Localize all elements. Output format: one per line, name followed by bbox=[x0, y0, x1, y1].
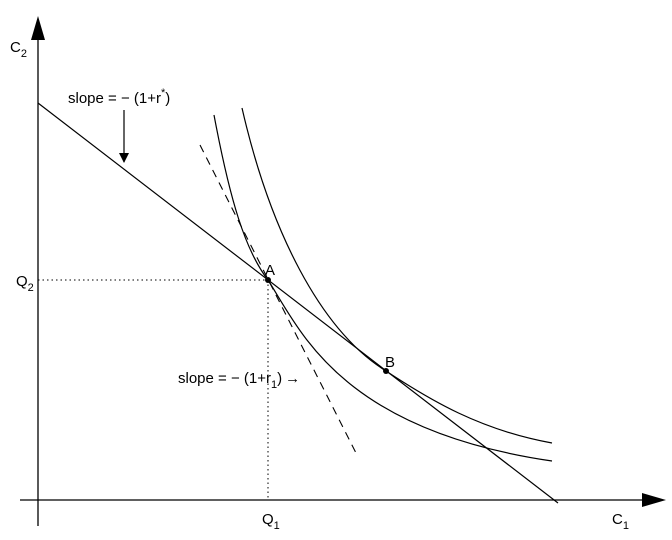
annotation-sub: 1 bbox=[271, 379, 277, 391]
indifference-curve bbox=[241, 107, 553, 444]
annotation-close: ) bbox=[277, 370, 282, 387]
budget-line bbox=[37, 102, 559, 504]
label-sub: 2 bbox=[21, 48, 27, 60]
point-a bbox=[265, 277, 271, 283]
q2-label: Q2 bbox=[16, 273, 34, 294]
x-axis-label: C1 bbox=[612, 511, 629, 532]
label-sub: 1 bbox=[274, 520, 280, 532]
y-axis-arrow bbox=[31, 16, 45, 40]
label-sub: 2 bbox=[28, 282, 34, 294]
annotation-close: ) bbox=[165, 90, 170, 107]
point-label: A bbox=[265, 262, 275, 279]
annotation-text: slope = − (1+r bbox=[68, 90, 161, 107]
annotation-text: slope = − (1+r bbox=[178, 370, 271, 387]
label-base: C bbox=[612, 511, 623, 528]
annotation-sup: * bbox=[161, 87, 166, 99]
slope-annotation: slope = − (1+r1) → bbox=[178, 370, 300, 391]
label-base: Q bbox=[16, 273, 28, 290]
point-b bbox=[383, 368, 389, 374]
x-axis-arrow bbox=[642, 493, 666, 507]
point-label: B bbox=[385, 354, 395, 371]
label-base: Q bbox=[262, 511, 274, 528]
label-base: C bbox=[10, 39, 21, 56]
label-sub: 1 bbox=[623, 520, 629, 532]
tangent-line bbox=[199, 144, 357, 454]
slope-annotation: slope = − (1+r*) bbox=[68, 87, 170, 107]
q1-label: Q1 bbox=[262, 511, 280, 532]
y-axis-label: C2 bbox=[10, 39, 27, 60]
indifference-curve bbox=[213, 114, 553, 462]
annotation-arrow-glyph: → bbox=[285, 370, 300, 387]
